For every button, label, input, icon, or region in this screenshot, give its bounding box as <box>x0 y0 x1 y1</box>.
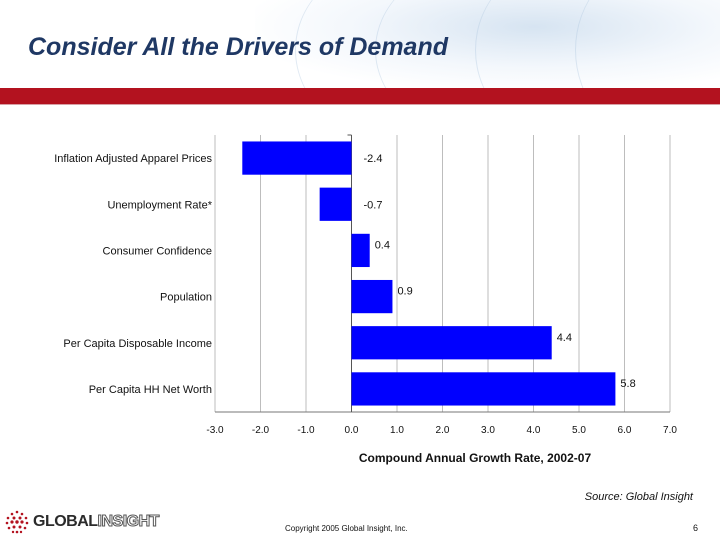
category-label: Per Capita HH Net Worth <box>89 384 212 396</box>
x-tick-label: 3.0 <box>481 425 495 436</box>
source-note: Source: Global Insight <box>584 491 693 503</box>
category-label: Population <box>160 292 212 304</box>
bar <box>351 372 616 406</box>
logo-word-insight: INSIGHT <box>97 513 160 531</box>
category-label: Unemployment Rate* <box>107 199 212 211</box>
x-tick-label: -3.0 <box>206 425 224 436</box>
x-tick-label: 1.0 <box>390 425 404 436</box>
data-label: -0.7 <box>364 199 383 211</box>
data-label: 0.4 <box>375 239 390 251</box>
page-number: 6 <box>692 523 698 533</box>
data-label: -2.4 <box>364 153 383 165</box>
x-tick-label: 4.0 <box>527 425 541 436</box>
bar <box>351 233 370 268</box>
globe-background <box>255 0 720 90</box>
category-label: Consumer Confidence <box>103 245 212 257</box>
category-label: Per Capita Disposable Income <box>63 338 212 350</box>
x-tick-label: -1.0 <box>297 425 315 436</box>
x-tick-label: 5.0 <box>572 425 586 436</box>
category-label: Inflation Adjusted Apparel Prices <box>54 153 212 165</box>
x-tick-label: 7.0 <box>663 425 677 436</box>
slide-title: Consider All the Drivers of Demand <box>28 33 448 61</box>
header-band <box>0 88 720 104</box>
logo-word-global: GLOBAL <box>33 513 98 530</box>
x-axis-title: Compound Annual Growth Rate, 2002-07 <box>359 451 592 465</box>
copyright-text: Copyright 2005 Global Insight, Inc. <box>285 524 408 533</box>
x-tick-label: 6.0 <box>618 425 632 436</box>
bar <box>319 187 352 221</box>
bar <box>242 141 352 175</box>
globe-logo-icon <box>5 510 29 534</box>
data-label: 0.9 <box>397 286 412 298</box>
data-label: 4.4 <box>557 332 572 344</box>
data-label: 5.8 <box>620 378 635 390</box>
bar <box>351 326 552 360</box>
global-insight-logo: GLOBAL INSIGHT <box>4 508 160 536</box>
x-tick-label: 2.0 <box>436 425 450 436</box>
header-band-divider <box>0 104 720 105</box>
x-tick-label: -2.0 <box>252 425 270 436</box>
bar <box>351 279 393 314</box>
x-tick-label: 0.0 <box>345 425 359 436</box>
bar-chart: -3.0 -2.0 -1.0 0.0 1.0 2.0 3.0 4.0 5.0 6.0 7.0 Infl… <box>54 134 677 465</box>
